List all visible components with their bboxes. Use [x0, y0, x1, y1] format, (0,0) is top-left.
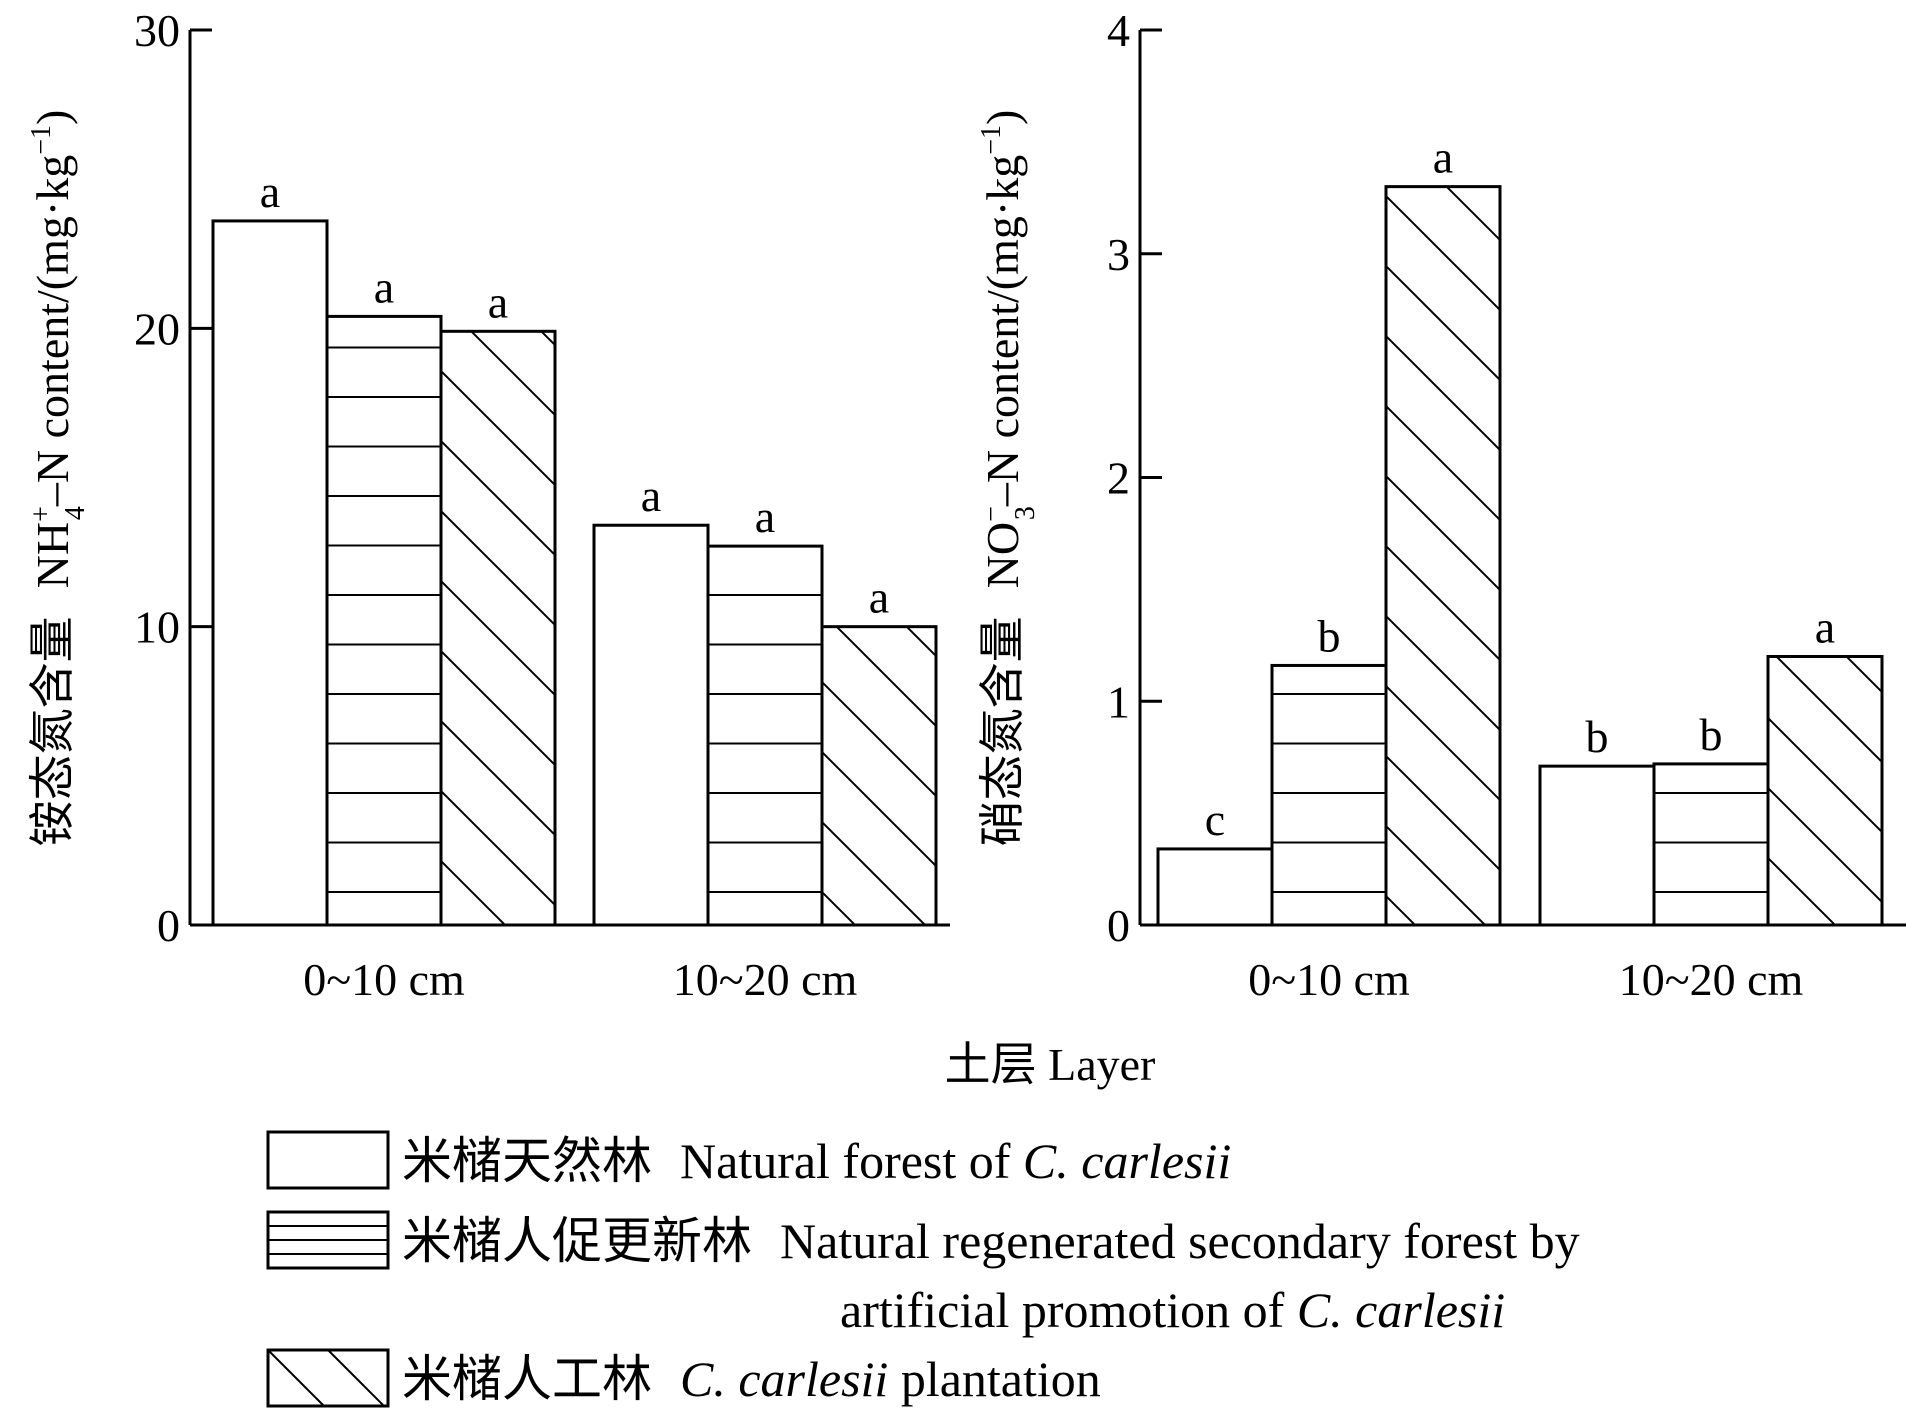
y-tick-label: 0	[157, 900, 180, 951]
category-label: 10~20 cm	[1619, 954, 1804, 1005]
legend-swatch-natural	[266, 1130, 390, 1190]
significance-letter: b	[1318, 610, 1341, 661]
legend-swatch-plantation-lines	[267, 1349, 385, 1407]
significance-letter: a	[869, 572, 889, 623]
bar-plantation	[820, 625, 938, 927]
category-label: 0~10 cm	[303, 954, 465, 1005]
significance-letter: a	[1815, 602, 1835, 653]
bar-plantation	[439, 329, 557, 927]
y-axis-label: 铵态氮含量NH+ 4–N content/(mg·kg−1)	[26, 110, 91, 847]
bar-natural	[592, 523, 710, 927]
legend-swatch-regenerated-lines	[268, 1225, 388, 1255]
category-label: 10~20 cm	[673, 954, 858, 1005]
significance-letter: a	[641, 470, 661, 521]
category-label: 0~10 cm	[1248, 954, 1410, 1005]
bar-natural	[1538, 764, 1656, 927]
legend-label-regenerated-line2: artificial promotion of C. carlesii	[840, 1282, 1505, 1338]
bar-plantation	[1384, 185, 1502, 927]
legend: 米槠天然林 Natural forest of C. carlesii 米槠人促更…	[266, 1130, 1580, 1408]
nh4-chart: a a a a a a 0 10 20 30 0~10 cm 10~20 cm 铵态氮含量NH+ 4–…	[26, 5, 950, 1005]
significance-letter: b	[1586, 711, 1609, 762]
y-tick-label: 20	[134, 303, 180, 354]
significance-letter: b	[1700, 709, 1723, 760]
y-tick-label: 2	[1107, 453, 1130, 504]
significance-letter: a	[260, 166, 280, 217]
significance-letter: a	[488, 276, 508, 327]
y-tick-label: 30	[134, 5, 180, 56]
bar-regenerated	[325, 314, 443, 927]
bar-regenerated	[706, 544, 824, 927]
legend-label-regenerated: 米槠人促更新林 Natural regenerated secondary for…	[402, 1213, 1580, 1269]
y-axis-label: 硝态氮含量NO− 3–N content/(mg·kg−1)	[976, 110, 1041, 847]
bar-natural	[211, 219, 329, 927]
bar-plantation	[1766, 655, 1884, 927]
bar-natural	[1156, 847, 1274, 927]
bar-regenerated	[1652, 762, 1770, 927]
y-tick-label: 1	[1107, 676, 1130, 727]
significance-letter: a	[1433, 132, 1453, 183]
y-tick-label: 0	[1107, 900, 1130, 951]
legend-label-plantation: 米槠人工林 C. carlesii plantation	[402, 1351, 1101, 1407]
y-tick-label: 10	[134, 602, 180, 653]
no3-chart: c b a b b a 0 1 2 3 4 0~10 cm 10~20 cm 硝态氮含量NO− 3–N …	[976, 5, 1906, 1005]
y-tick-label: 3	[1107, 229, 1130, 280]
significance-letter: c	[1205, 794, 1225, 845]
legend-label-natural: 米槠天然林 Natural forest of C. carlesii	[402, 1133, 1231, 1189]
significance-letter: a	[755, 491, 775, 542]
legend-swatch-plantation	[266, 1348, 390, 1408]
x-axis-label: 土层 Layer	[945, 1039, 1156, 1090]
bar-regenerated	[1270, 663, 1388, 927]
y-tick-label: 4	[1107, 5, 1130, 56]
significance-letter: a	[374, 261, 394, 312]
